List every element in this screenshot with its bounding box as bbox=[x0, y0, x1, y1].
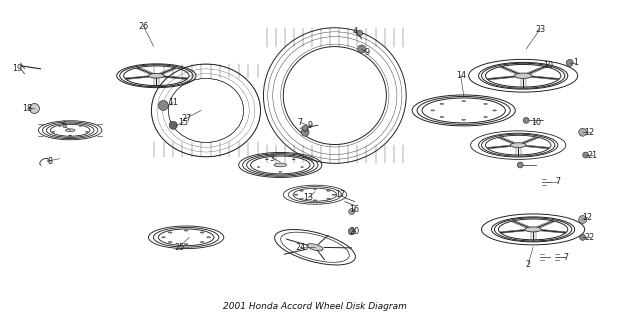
Text: 1: 1 bbox=[573, 58, 578, 67]
Text: 21: 21 bbox=[588, 150, 598, 160]
Ellipse shape bbox=[327, 198, 330, 199]
Text: 25: 25 bbox=[174, 243, 185, 252]
Circle shape bbox=[583, 152, 588, 158]
Ellipse shape bbox=[462, 119, 466, 120]
Text: 22: 22 bbox=[585, 233, 595, 242]
Circle shape bbox=[358, 45, 365, 53]
Text: 6: 6 bbox=[62, 121, 67, 130]
Text: 27: 27 bbox=[181, 114, 192, 123]
Circle shape bbox=[517, 162, 523, 168]
Text: 9: 9 bbox=[307, 121, 312, 130]
Ellipse shape bbox=[431, 110, 435, 111]
Text: 26: 26 bbox=[139, 22, 149, 31]
Ellipse shape bbox=[292, 159, 295, 160]
Ellipse shape bbox=[313, 188, 317, 189]
Circle shape bbox=[579, 215, 587, 223]
Ellipse shape bbox=[525, 227, 541, 232]
Ellipse shape bbox=[462, 100, 466, 102]
Ellipse shape bbox=[294, 194, 298, 195]
Circle shape bbox=[169, 121, 177, 129]
Text: 19: 19 bbox=[13, 64, 23, 73]
Ellipse shape bbox=[484, 116, 487, 117]
Ellipse shape bbox=[332, 194, 336, 195]
Text: 2: 2 bbox=[525, 260, 530, 268]
Ellipse shape bbox=[493, 110, 496, 111]
Ellipse shape bbox=[207, 237, 210, 238]
Ellipse shape bbox=[69, 135, 71, 136]
Text: 18: 18 bbox=[23, 104, 33, 113]
Text: 13: 13 bbox=[303, 193, 313, 202]
Text: 4: 4 bbox=[352, 27, 357, 36]
Text: 9: 9 bbox=[365, 48, 370, 57]
Ellipse shape bbox=[200, 232, 204, 233]
Text: 12: 12 bbox=[585, 128, 595, 137]
Circle shape bbox=[357, 30, 363, 36]
Circle shape bbox=[579, 128, 587, 136]
Text: 20: 20 bbox=[350, 227, 360, 236]
Text: 10: 10 bbox=[531, 118, 541, 127]
Ellipse shape bbox=[149, 73, 164, 78]
Ellipse shape bbox=[484, 103, 487, 104]
Text: 2001 Honda Accord Wheel Disk Diagram: 2001 Honda Accord Wheel Disk Diagram bbox=[223, 302, 407, 311]
Text: 7: 7 bbox=[555, 177, 561, 186]
Text: 11: 11 bbox=[168, 98, 178, 107]
Text: 23: 23 bbox=[535, 25, 545, 34]
Ellipse shape bbox=[274, 163, 287, 167]
Ellipse shape bbox=[162, 237, 165, 238]
Text: 7: 7 bbox=[563, 253, 568, 262]
Text: 10: 10 bbox=[543, 61, 553, 70]
Circle shape bbox=[301, 128, 309, 136]
Circle shape bbox=[348, 209, 355, 214]
Circle shape bbox=[580, 234, 586, 240]
Ellipse shape bbox=[514, 73, 532, 78]
Ellipse shape bbox=[200, 242, 204, 243]
Ellipse shape bbox=[266, 159, 268, 160]
Text: 16: 16 bbox=[350, 205, 360, 214]
Ellipse shape bbox=[168, 232, 172, 233]
Ellipse shape bbox=[168, 242, 172, 243]
Text: 7: 7 bbox=[297, 118, 302, 127]
Ellipse shape bbox=[327, 190, 330, 191]
Ellipse shape bbox=[300, 198, 303, 199]
Circle shape bbox=[348, 228, 355, 235]
Ellipse shape bbox=[510, 143, 526, 148]
Text: 8: 8 bbox=[48, 157, 53, 166]
Text: 12: 12 bbox=[583, 213, 593, 222]
Circle shape bbox=[302, 125, 308, 131]
Ellipse shape bbox=[440, 103, 444, 104]
Ellipse shape bbox=[300, 190, 303, 191]
Circle shape bbox=[566, 60, 573, 66]
Text: 17: 17 bbox=[335, 190, 345, 199]
Text: 3: 3 bbox=[270, 154, 275, 163]
Ellipse shape bbox=[66, 129, 75, 132]
Ellipse shape bbox=[313, 200, 317, 201]
Ellipse shape bbox=[185, 230, 188, 231]
Text: 24: 24 bbox=[295, 243, 305, 252]
Text: 14: 14 bbox=[455, 71, 466, 80]
Ellipse shape bbox=[440, 116, 444, 117]
Circle shape bbox=[30, 103, 40, 113]
Circle shape bbox=[523, 117, 529, 123]
Circle shape bbox=[158, 100, 168, 110]
Text: 15: 15 bbox=[178, 118, 188, 127]
Ellipse shape bbox=[307, 244, 323, 251]
